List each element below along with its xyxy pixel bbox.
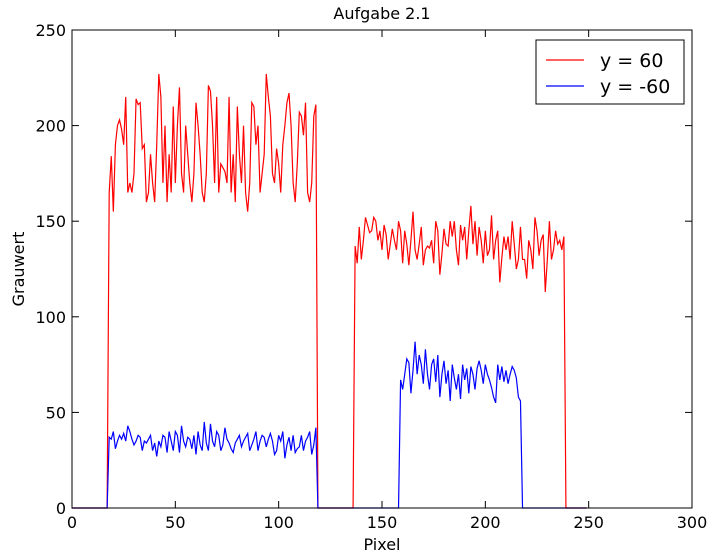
x-tick-label: 250	[573, 513, 604, 532]
y-tick-label: 50	[46, 403, 66, 422]
x-tick-label: 200	[470, 513, 501, 532]
data-line	[72, 73, 587, 509]
data-line	[72, 341, 587, 509]
chart-title: Aufgabe 2.1	[333, 4, 430, 23]
y-tick-label: 200	[35, 117, 66, 136]
y-tick-label: 150	[35, 212, 66, 231]
legend-label: y = 60	[600, 50, 663, 72]
x-tick-label: 50	[165, 513, 185, 532]
x-axis-label: Pixel	[363, 535, 400, 554]
y-tick-label: 0	[56, 499, 66, 518]
x-tick-label: 0	[67, 513, 77, 532]
x-tick-label: 100	[263, 513, 294, 532]
y-axis-label: Grauwert	[9, 232, 28, 307]
y-tick-label: 100	[35, 308, 66, 327]
x-tick-label: 150	[367, 513, 398, 532]
x-tick-label: 300	[677, 513, 708, 532]
legend-label: y = -60	[600, 76, 670, 98]
y-tick-label: 250	[35, 21, 66, 40]
legend-box	[535, 39, 685, 105]
